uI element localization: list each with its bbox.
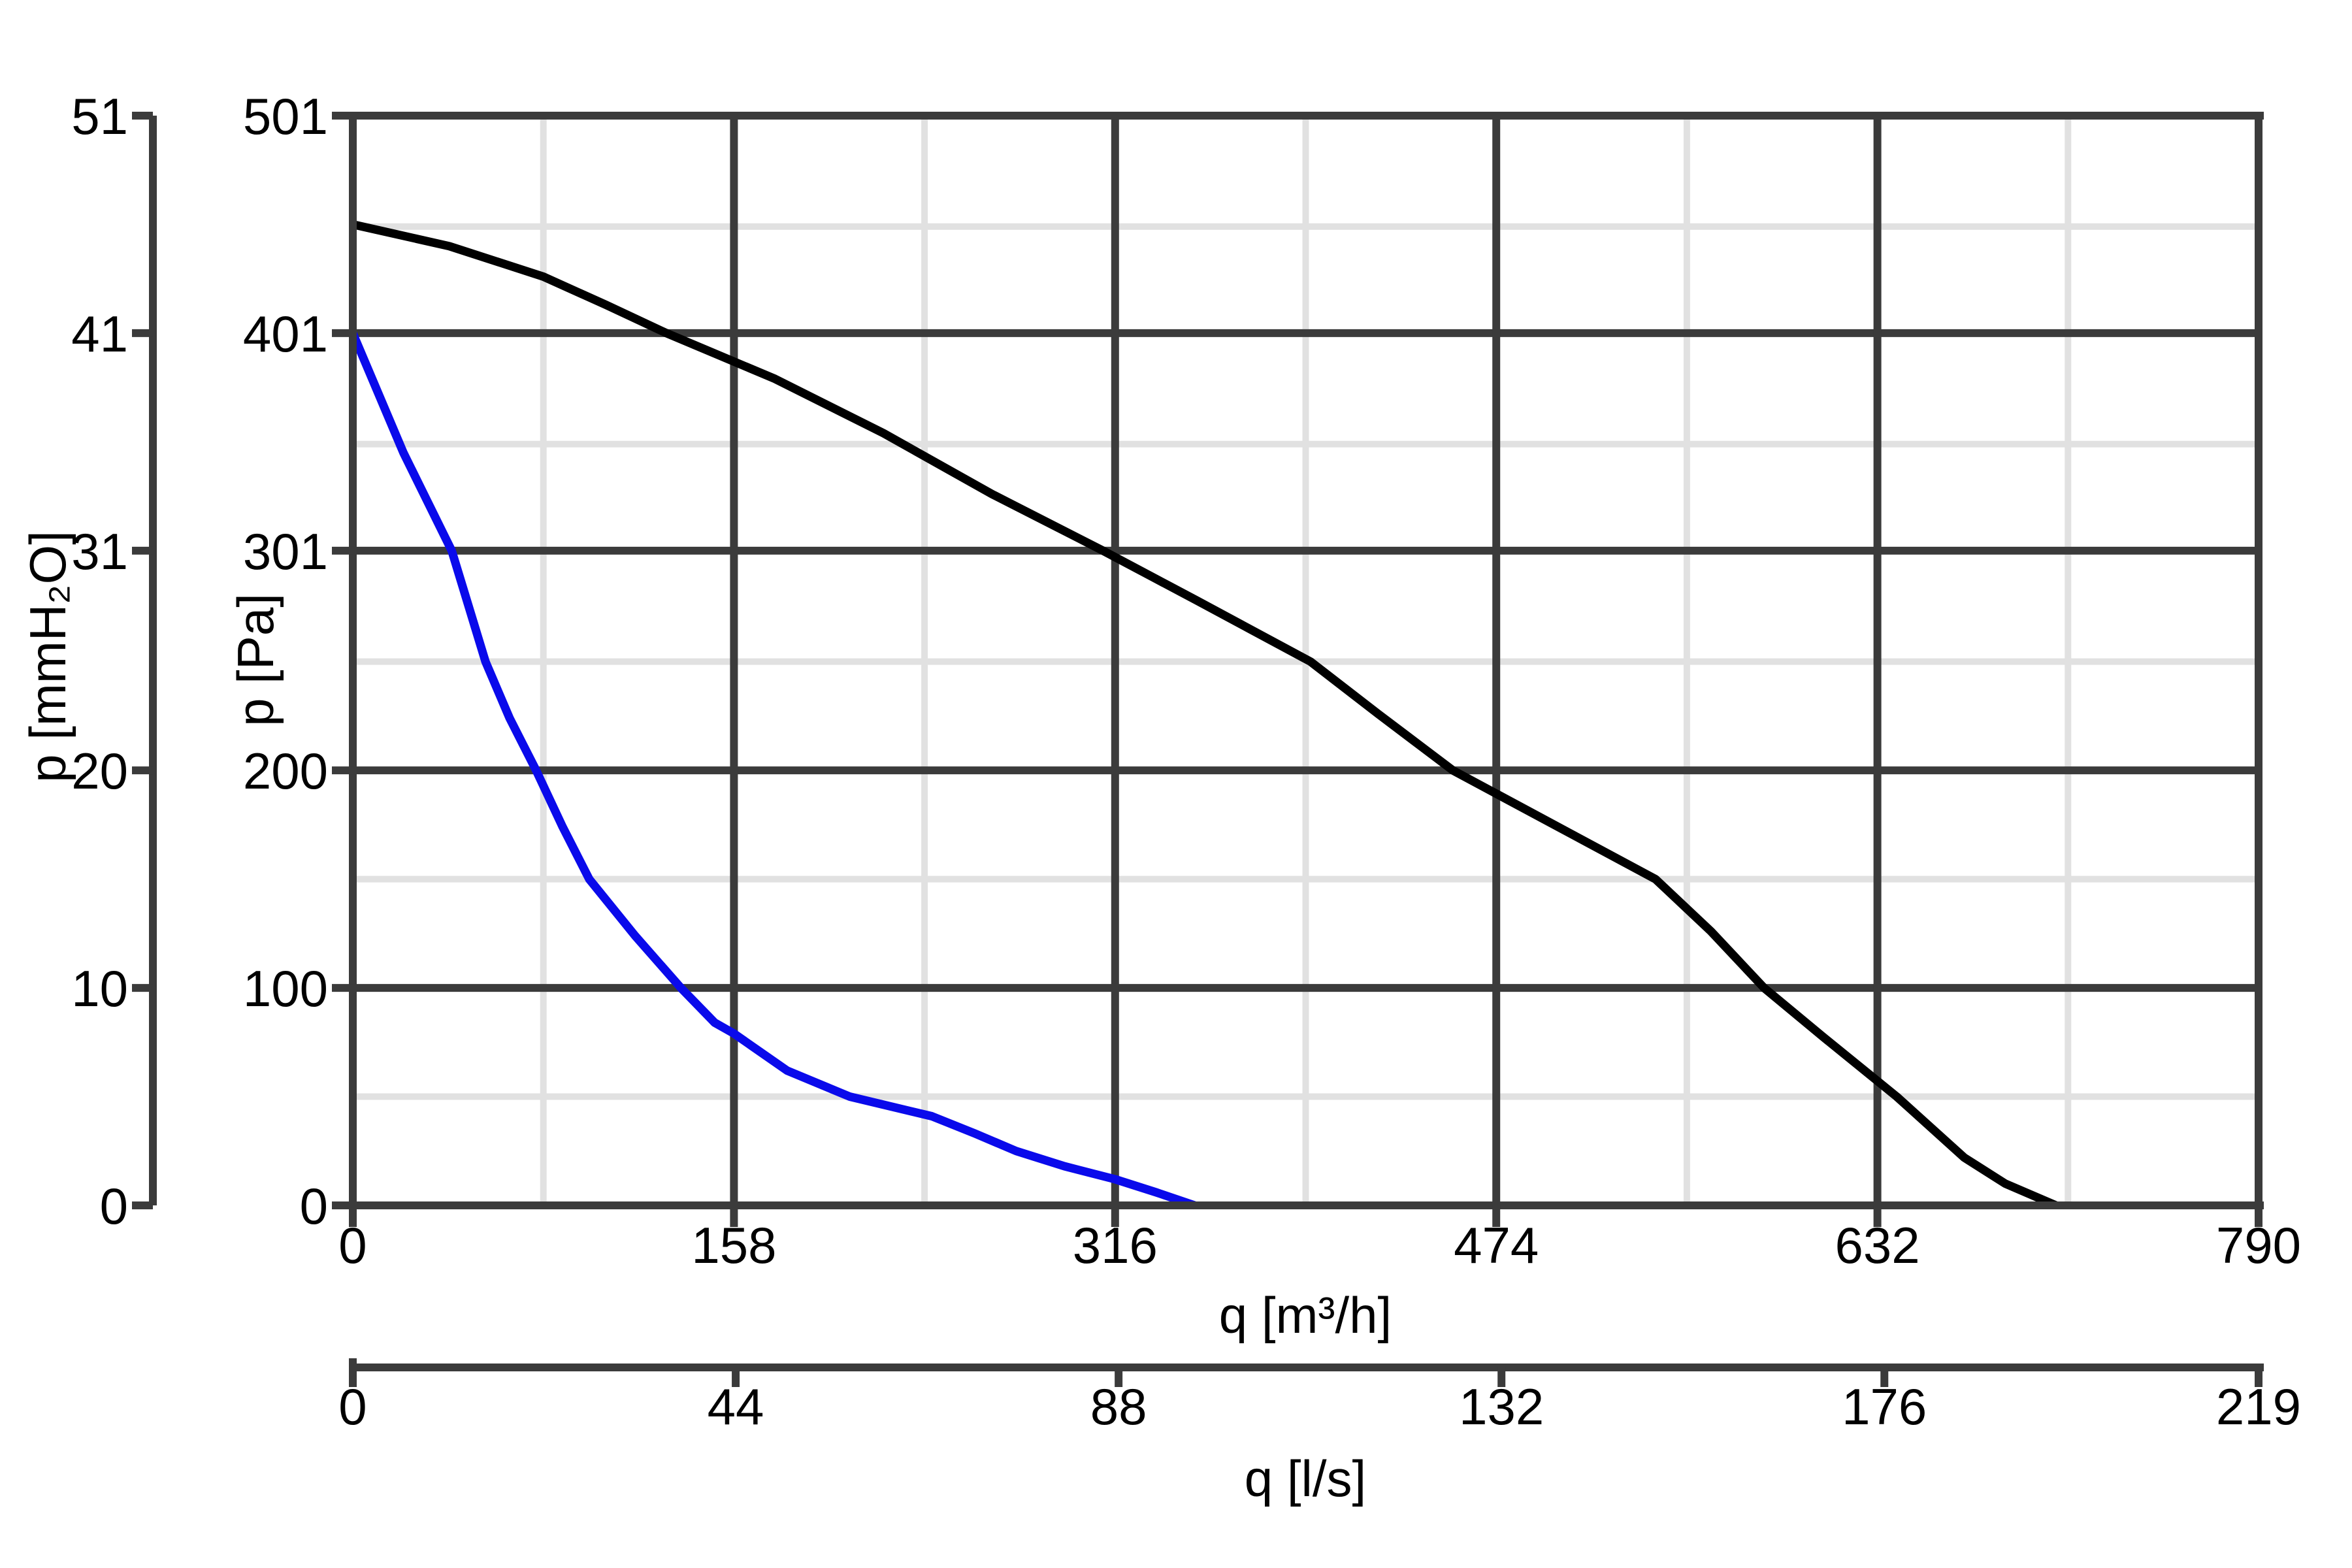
y-axis-outer-title: p [mmH₂O]: [19, 531, 76, 783]
pa-tick-label: 0: [300, 1177, 328, 1235]
x-axis-ticks: [349, 1205, 2262, 1227]
pa-tick-label: 501: [243, 88, 328, 145]
m3h-tick-label: 474: [1454, 1217, 1539, 1274]
m3h-tick-label: 316: [1073, 1217, 1158, 1274]
mmh2o-tick-label: 0: [100, 1177, 128, 1235]
mmh2o-axis: [132, 112, 157, 1209]
ls-tick-label: 88: [1090, 1378, 1147, 1435]
mmh2o-tick-label: 20: [71, 742, 128, 800]
m3h-tick-label: 158: [691, 1217, 776, 1274]
m3h-tick-label: 0: [338, 1217, 367, 1274]
curves: [349, 220, 2058, 1210]
ls-tick-label: 132: [1459, 1378, 1544, 1435]
x-axis-secondary-title: q [l/s]: [1245, 1450, 1366, 1507]
ls-tick-label: 176: [1842, 1378, 1927, 1435]
mmh2o-tick-label: 51: [71, 88, 128, 145]
tick-labels: 0 10 20 31 41 51 0 100 200 301 401 501 0 158 316 474 632…: [71, 88, 2301, 1435]
m3h-tick-label: 632: [1835, 1217, 1920, 1274]
mmh2o-tick-label: 10: [71, 960, 128, 1017]
ls-tick-label: 219: [2216, 1378, 2301, 1435]
pa-tick-label: 100: [243, 960, 328, 1017]
pa-tick-label: 200: [243, 742, 328, 800]
ls-axis: [349, 1358, 2264, 1387]
m3h-tick-label: 790: [2216, 1217, 2301, 1274]
ls-tick-label: 44: [708, 1378, 764, 1435]
plot-frame: [332, 112, 2264, 1209]
mmh2o-tick-label: 41: [71, 305, 128, 363]
ls-tick-label: 0: [338, 1378, 367, 1435]
chart-layers: 0 10 20 31 41 51 0 100 200 301 401 501 0 158 316 474 632…: [71, 88, 2301, 1435]
mmh2o-tick-label: 31: [71, 523, 128, 580]
black-curve: [351, 220, 2058, 1209]
pa-tick-label: 401: [243, 305, 328, 363]
x-axis-primary-title: q [m³/h]: [1219, 1286, 1392, 1344]
pa-tick-label: 301: [243, 523, 328, 580]
y-axis-inner-title: p [Pa]: [227, 593, 284, 727]
blue-curve: [349, 331, 1196, 1210]
